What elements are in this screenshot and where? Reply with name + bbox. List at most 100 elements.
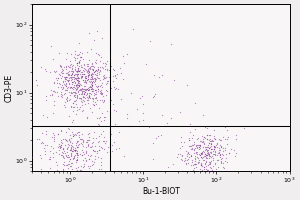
- Point: [58, 65, 62, 68]
- Point: [86, 74, 91, 77]
- Point: [68, 90, 73, 94]
- Point: [76, 67, 81, 70]
- Point: [55, 78, 60, 81]
- Point: [99, 89, 103, 92]
- Point: [75, 77, 80, 80]
- Point: [73, 52, 77, 56]
- Point: [201, 138, 206, 141]
- Point: [97, 106, 102, 109]
- Point: [91, 162, 95, 165]
- Point: [73, 93, 78, 96]
- Point: [217, 138, 222, 141]
- Point: [89, 86, 94, 89]
- Point: [98, 98, 102, 101]
- Point: [89, 77, 94, 80]
- Point: [179, 153, 184, 156]
- Point: [76, 78, 80, 82]
- Point: [93, 157, 98, 160]
- Point: [200, 134, 205, 138]
- Point: [216, 147, 221, 150]
- Point: [134, 107, 139, 110]
- Point: [67, 139, 72, 142]
- Point: [71, 101, 76, 104]
- Point: [58, 143, 63, 147]
- Point: [204, 134, 209, 137]
- Point: [71, 154, 76, 157]
- Point: [48, 88, 53, 92]
- Point: [68, 105, 73, 108]
- Point: [205, 164, 210, 167]
- Point: [65, 80, 70, 83]
- Point: [43, 95, 48, 98]
- Point: [188, 154, 193, 157]
- Point: [62, 161, 67, 164]
- Point: [58, 77, 63, 80]
- Point: [96, 53, 101, 56]
- Point: [73, 95, 78, 98]
- Point: [220, 146, 225, 149]
- Point: [104, 180, 109, 183]
- Point: [90, 77, 95, 80]
- Point: [72, 148, 77, 151]
- Point: [100, 146, 105, 150]
- Point: [63, 130, 68, 134]
- Point: [79, 75, 84, 78]
- Point: [204, 153, 209, 156]
- Point: [89, 47, 94, 51]
- Point: [112, 75, 117, 78]
- Point: [205, 153, 210, 156]
- Point: [61, 163, 66, 166]
- Point: [75, 141, 80, 144]
- Point: [124, 52, 129, 55]
- Point: [76, 60, 81, 63]
- Point: [85, 73, 90, 76]
- Point: [75, 159, 80, 162]
- Point: [191, 169, 196, 172]
- Point: [84, 140, 89, 143]
- Point: [71, 150, 76, 153]
- Point: [141, 112, 146, 115]
- Point: [68, 64, 72, 67]
- Point: [189, 163, 194, 166]
- Point: [75, 87, 80, 90]
- Point: [196, 145, 201, 148]
- Point: [152, 73, 156, 76]
- Point: [100, 77, 105, 80]
- Point: [64, 156, 69, 159]
- Point: [85, 133, 90, 136]
- Point: [47, 167, 52, 170]
- Point: [84, 145, 89, 149]
- Point: [194, 151, 199, 154]
- Point: [187, 138, 192, 142]
- Point: [78, 106, 82, 109]
- Point: [49, 144, 53, 147]
- Point: [92, 38, 96, 41]
- Point: [70, 70, 74, 73]
- Point: [77, 83, 82, 86]
- Point: [78, 87, 82, 90]
- Point: [80, 89, 84, 93]
- Point: [84, 81, 89, 85]
- Point: [207, 154, 212, 157]
- Point: [67, 73, 71, 76]
- Point: [98, 156, 103, 159]
- Point: [45, 143, 50, 146]
- Point: [72, 157, 77, 160]
- Point: [74, 61, 79, 64]
- Point: [72, 72, 77, 76]
- Point: [192, 163, 197, 166]
- Point: [219, 146, 224, 149]
- Point: [89, 79, 94, 82]
- Point: [101, 129, 106, 132]
- Point: [75, 70, 80, 73]
- Point: [92, 70, 97, 73]
- Point: [79, 76, 84, 79]
- Point: [64, 75, 69, 78]
- Point: [85, 115, 90, 119]
- Point: [66, 83, 71, 86]
- Point: [90, 159, 94, 162]
- Point: [75, 82, 80, 86]
- Point: [211, 164, 215, 168]
- Point: [209, 139, 214, 143]
- Point: [204, 138, 209, 141]
